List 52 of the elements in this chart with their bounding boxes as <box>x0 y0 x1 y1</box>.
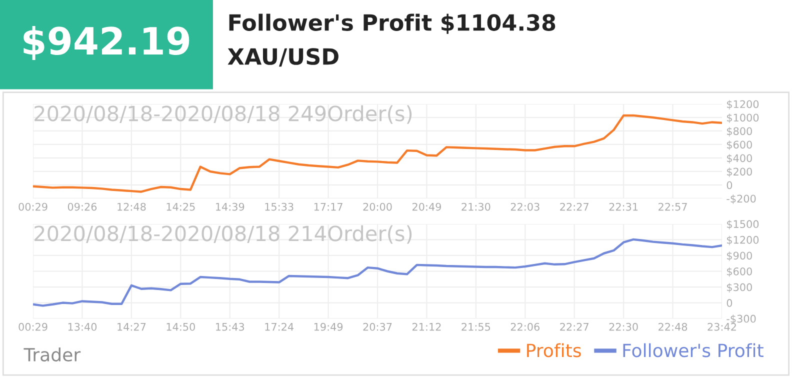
x-tick-label: 12:48 <box>118 202 146 211</box>
legend-label: Profits <box>527 343 581 358</box>
x-tick-label: 22:31 <box>609 202 638 211</box>
x-tick-label: 22:06 <box>510 322 540 331</box>
y-tick-label: $300 <box>727 283 752 293</box>
x-tick-label: 21:30 <box>462 202 490 211</box>
x-tick-label: 20:00 <box>363 202 392 211</box>
x-tick-label: 22:57 <box>658 202 687 211</box>
x-tick-label: 22:03 <box>510 202 540 211</box>
text: XAU/USD <box>228 48 338 67</box>
x-tick-label: 20:37 <box>363 322 392 331</box>
x-tick-label: 22:27 <box>560 322 588 331</box>
x-tick-label: 23:42 <box>708 322 736 331</box>
text: $942.19 <box>24 26 190 60</box>
chart-title: 2020/08/18-2020/08/18 214Order(s) <box>34 225 412 244</box>
x-tick-label: 19:49 <box>314 322 343 331</box>
y-tick-label: -$200 <box>726 194 756 204</box>
x-tick-label: 00:29 <box>18 202 48 211</box>
x-tick-label: 00:29 <box>18 322 48 331</box>
chart-title: 2020/08/18-2020/08/18 249Order(s) <box>34 105 412 124</box>
y-tick-label: 0 <box>726 181 732 190</box>
y-tick-label: $600 <box>727 140 752 150</box>
x-tick-label: 21:55 <box>462 322 490 331</box>
x-tick-label: 22:48 <box>658 322 688 331</box>
x-tick-label: 20:49 <box>412 202 441 211</box>
y-tick-label: $800 <box>727 127 752 136</box>
y-tick-label: $400 <box>727 154 752 164</box>
x-tick-label: 14:27 <box>118 322 146 331</box>
text: Trader <box>24 348 81 362</box>
x-tick-label: 13:40 <box>68 322 97 331</box>
y-tick-label: $600 <box>727 267 752 277</box>
x-tick-label: 21:12 <box>412 322 441 331</box>
x-tick-label: 17:17 <box>314 202 342 211</box>
y-tick-label: $1200 <box>727 236 759 246</box>
x-tick-label: 14:25 <box>166 202 195 211</box>
x-tick-label: 09:26 <box>68 202 97 211</box>
y-tick-label: $1500 <box>727 220 759 230</box>
x-tick-label: 14:50 <box>166 322 195 331</box>
text: Follower's Profit $1104.38 <box>229 14 556 34</box>
y-tick-label: $1000 <box>727 114 759 123</box>
y-tick-label: $200 <box>727 168 752 177</box>
x-tick-label: 17:24 <box>265 322 294 331</box>
legend-label: Follower's Profit <box>623 343 764 358</box>
x-tick-label: 15:43 <box>216 322 244 331</box>
x-tick-label: 15:33 <box>265 202 294 211</box>
y-tick-label: $900 <box>727 252 752 261</box>
x-tick-label: 22:27 <box>560 202 588 211</box>
y-tick-label: $1200 <box>727 100 759 110</box>
x-tick-label: 22:30 <box>609 322 638 331</box>
y-tick-label: -$300 <box>726 314 756 324</box>
y-tick-label: 0 <box>726 299 732 307</box>
x-tick-label: 14:39 <box>216 202 244 211</box>
